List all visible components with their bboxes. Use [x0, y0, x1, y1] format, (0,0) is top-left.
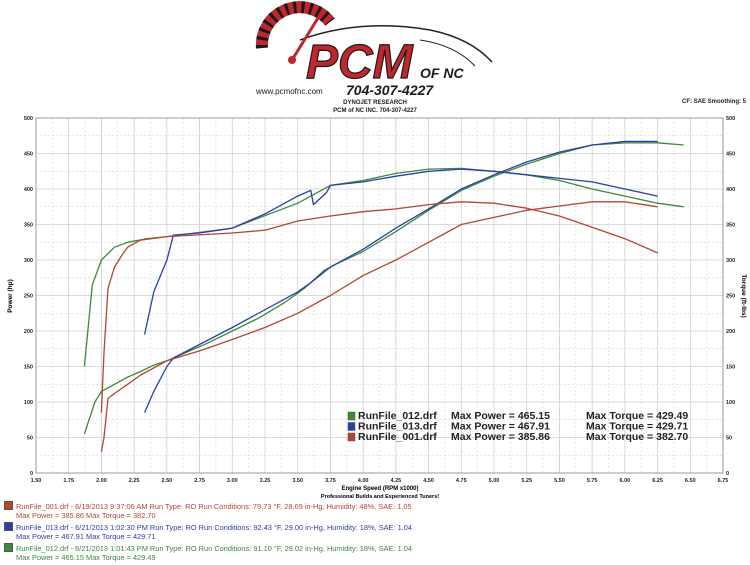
- run-012-line1: RunFile_012.drf - 6/21/2013 1:01:43 PM R…: [16, 544, 412, 553]
- company-subtitle: PCM of NC INC. 704-307-4227: [333, 108, 417, 114]
- run-012-swatch: [4, 543, 13, 552]
- y-tick-label-left: 150: [24, 365, 33, 371]
- x-tick-label: 6.00: [619, 478, 630, 484]
- correction-info: CF: SAE Smoothing: 5: [682, 99, 746, 105]
- chart-footer-text: Professional Builds and Experienced Tune…: [321, 494, 439, 500]
- series-line-runfile001drf-power: [100, 201, 658, 452]
- y-tick-label-left: 0: [30, 471, 33, 477]
- x-tick-label: 1.50: [31, 478, 42, 484]
- chart-legend: RunFile_012.drf Max Power = 465.15 Max Tor…: [347, 410, 688, 443]
- logo-text: PCM: [306, 36, 414, 89]
- x-tick-label: 3.00: [227, 478, 238, 484]
- legend-max-torque: Max Torque = 382.70: [586, 431, 688, 443]
- run-detail-012: RunFile_012.drf - 6/21/2013 1:01:43 PM R…: [4, 543, 412, 562]
- y-tick-label-right: 400: [726, 187, 735, 193]
- legend-max-power: Max Power = 385.86: [451, 431, 550, 443]
- y-tick-label-right: 350: [726, 223, 735, 229]
- run-013-line1: RunFile_013.drf - 6/21/2013 1:02:30 PM R…: [16, 523, 412, 532]
- x-tick-labels: 1.50 1.75 2.00 2.25 2.50 2.75 3.00 3.25 3.50 3.75…: [31, 478, 729, 484]
- y-tick-labels: 0 0 50 50 100 100 150 150 200 200 250 250 300 300 350 3…: [24, 116, 735, 477]
- series-line-runfile001drf-torque: [100, 201, 658, 413]
- run-001-line2: Max Power = 385.86 Max Torque = 382.70: [16, 511, 156, 520]
- run-detail-001: RunFile_001.drf - 6/19/2013 9:37:06 AM R…: [4, 501, 412, 520]
- y-tick-label-left: 400: [24, 187, 33, 193]
- x-tick-label: 5.00: [489, 478, 500, 484]
- legend-swatch: [347, 432, 356, 442]
- chart-grid: [35, 117, 724, 474]
- series-line-runfile013drf-power: [144, 140, 658, 413]
- y-tick-label-left: 200: [24, 329, 33, 335]
- legend-max-torque: Max Torque = 429.49: [586, 410, 688, 422]
- y-tick-label-left: 500: [24, 116, 33, 122]
- logo-phone: 704-307-4227: [346, 82, 434, 98]
- legend-swatch: [347, 411, 356, 421]
- logo-website: www.pcmofnc.com: [255, 87, 323, 96]
- car-silhouette-icon: [299, 25, 493, 63]
- x-tick-label: 2.75: [194, 478, 205, 484]
- x-tick-label: 3.50: [292, 478, 303, 484]
- x-tick-label: 2.50: [161, 478, 172, 484]
- y-tick-label-right: 0: [726, 471, 729, 477]
- legend-name: RunFile_012.drf: [358, 410, 437, 422]
- y-tick-label-left: 350: [24, 223, 33, 229]
- x-tick-label: 6.50: [685, 478, 696, 484]
- x-tick-label: 5.75: [587, 478, 598, 484]
- dyno-chart: 1.50 1.75 2.00 2.25 2.50 2.75 3.00 3.25 3.50 3.75…: [7, 116, 747, 500]
- legend-max-torque: Max Torque = 429.71: [586, 421, 688, 433]
- run-001-swatch: [4, 501, 13, 510]
- legend-swatch: [347, 422, 356, 431]
- run-details: RunFile_001.drf - 6/19/2013 9:37:06 AM R…: [0, 500, 750, 565]
- y-tick-label-left: 300: [24, 258, 33, 264]
- x-tick-label: 4.00: [358, 478, 369, 484]
- legend-name: RunFile_013.drf: [358, 421, 437, 433]
- run-012-line2: Max Power = 465.15 Max Torque = 429.49: [16, 553, 156, 562]
- x-axis-label: Engine Speed (RPM x1000): [341, 486, 418, 492]
- y-tick-label-right: 250: [726, 294, 735, 300]
- y-tick-label-left: 50: [27, 436, 33, 442]
- y-tick-label-right: 100: [726, 400, 735, 406]
- x-tick-label: 2.00: [96, 478, 107, 484]
- x-tick-label: 4.50: [423, 478, 434, 484]
- plot-frame: [35, 117, 724, 474]
- run-001-line1: RunFile_001.drf - 6/19/2013 9:37:06 AM R…: [16, 502, 412, 511]
- x-tick-label: 6.75: [718, 478, 729, 484]
- x-tick-label: 5.25: [521, 478, 532, 484]
- x-tick-label: 3.75: [325, 478, 336, 484]
- legend-max-power: Max Power = 465.15: [451, 410, 550, 422]
- pcm-logo: PCM OF NC 704-307-4227 www.pcmofnc.com: [255, 1, 493, 98]
- y-tick-label-left: 450: [24, 152, 33, 158]
- series-line-runfile012drf-torque: [83, 167, 684, 367]
- y-tick-label-left: 100: [24, 400, 33, 406]
- series-line-runfile012drf-power: [83, 142, 684, 435]
- x-tick-label: 5.50: [554, 478, 565, 484]
- y-tick-label-left: 250: [24, 294, 33, 300]
- y-tick-label-right: 300: [726, 258, 735, 264]
- x-tick-label: 2.25: [129, 478, 140, 484]
- x-tick-label: 6.25: [652, 478, 663, 484]
- y-axis-label-right: Torque (ft-lbs): [740, 274, 747, 318]
- gauge-icon: [255, 1, 335, 64]
- run-013-line2: Max Power = 467.91 Max Torque = 429.71: [16, 532, 156, 541]
- x-tick-label: 3.25: [260, 478, 271, 484]
- y-tick-label-right: 150: [726, 365, 735, 371]
- x-tick-label: 4.25: [390, 478, 401, 484]
- company-name: DYNOJET RESEARCH: [343, 100, 407, 106]
- series-lines: [83, 140, 684, 452]
- series-line-runfile013drf-torque: [143, 168, 658, 335]
- run-detail-013: RunFile_013.drf - 6/21/2013 1:02:30 PM R…: [4, 522, 412, 541]
- y-tick-label-right: 450: [726, 152, 735, 158]
- logo-suffix: OF NC: [420, 65, 464, 81]
- run-013-swatch: [4, 522, 13, 531]
- y-tick-label-right: 50: [726, 436, 732, 442]
- legend-name: RunFile_001.drf: [358, 431, 437, 443]
- legend-max-power: Max Power = 467.91: [451, 421, 550, 433]
- x-tick-label: 4.75: [456, 478, 467, 484]
- y-tick-label-right: 200: [726, 329, 735, 335]
- y-tick-label-right: 500: [726, 116, 735, 122]
- x-tick-label: 1.75: [63, 478, 74, 484]
- y-axis-label-left: Power (hp): [7, 279, 14, 313]
